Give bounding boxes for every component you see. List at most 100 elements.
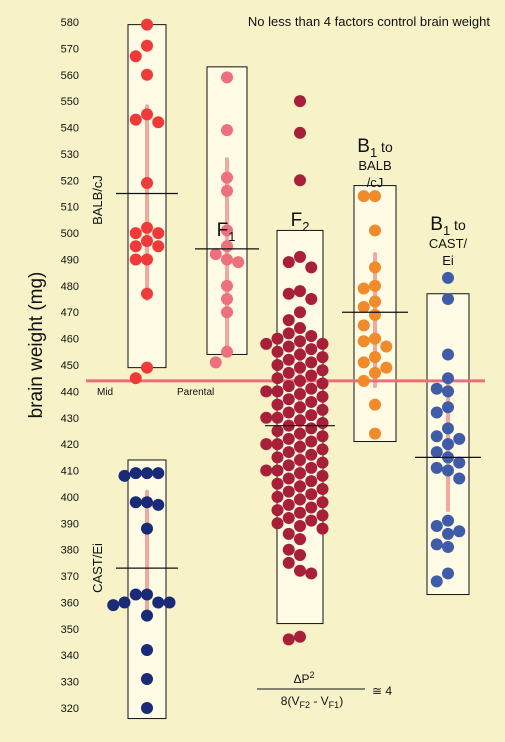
data-point [430,430,443,443]
data-point [305,488,318,501]
data-point [141,588,153,601]
data-point [129,372,142,385]
data-point [430,382,443,395]
data-point [294,564,306,577]
data-point [294,388,306,401]
data-point [282,446,295,459]
data-point [163,596,176,609]
data-point [141,18,153,31]
data-point [369,398,381,411]
data-point [316,351,329,364]
y-tick-label: 330 [61,677,79,689]
data-point [316,509,329,522]
data-point [141,672,153,685]
data-point [316,443,329,456]
data-point [442,464,454,477]
data-point [305,382,318,395]
data-point [232,256,245,269]
data-point [369,261,381,274]
data-point [271,451,284,464]
data-point [305,409,318,422]
data-point [221,306,233,319]
y-tick-label: 420 [61,439,79,451]
formula-den-sub2: F1 [329,700,340,710]
data-point [369,332,381,345]
data-point [305,293,318,306]
data-point [152,240,165,253]
y-tick-label: 570 [61,43,79,55]
group-means [116,192,481,569]
data-point [453,472,466,485]
group-label-line: Ei [442,253,454,268]
heritability-formula: ΔP2 8(VF2 - VF1) ≅ 4 [257,670,392,710]
data-point [305,501,318,514]
data-point [221,279,233,292]
data-point [129,253,142,266]
data-point [294,548,306,561]
data-point [294,361,306,374]
data-point [221,224,233,237]
data-point [129,50,142,63]
data-point [357,374,370,387]
data-point [129,467,142,480]
data-point [282,340,295,353]
data-point [430,538,443,551]
data-point [129,240,142,253]
data-point [430,519,443,532]
y-tick-label: 550 [61,96,79,108]
data-point [316,337,329,350]
data-point [442,385,454,398]
formula-den-mid: - V [310,694,329,708]
group-label-line: /cJ [367,175,384,190]
data-point [282,366,295,379]
data-point [141,234,153,247]
data-point [316,430,329,443]
data-point [357,300,370,313]
data-point [294,126,306,139]
data-point [118,469,131,482]
y-tick-label: 540 [61,123,79,135]
data-point [442,422,454,435]
y-tick-label: 350 [61,624,79,636]
data-point [152,498,165,511]
data-point [260,438,273,451]
y-tick-label: 500 [61,228,79,240]
data-point [294,348,306,361]
data-point [294,250,306,263]
data-point [305,329,318,342]
data-point [294,467,306,480]
data-point [294,414,306,427]
y-tick-label: 390 [61,518,79,530]
data-point [260,464,273,477]
data-point [141,287,153,300]
data-point [271,385,284,398]
data-point [294,374,306,387]
data-point [129,588,142,601]
y-tick-label: 460 [61,334,79,346]
group-label: B1 to [430,214,466,238]
data-point [442,348,454,361]
y-tick-label: 520 [61,175,79,187]
y-tick-label: 360 [61,597,79,609]
data-point [357,356,370,369]
data-point [141,253,153,266]
data-point [282,485,295,498]
data-point [141,609,153,622]
y-tick-label: 450 [61,360,79,372]
group-label-main: F [291,210,303,231]
data-point [282,327,295,340]
data-point [271,398,284,411]
data-point [282,633,295,646]
data-point [118,596,131,609]
data-point [294,453,306,466]
data-point [282,256,295,269]
y-tick-label: 580 [61,17,79,29]
data-point [152,227,165,240]
svg-text:ΔP2: ΔP2 [293,670,314,686]
y-axis-label: brain weight (mg) [26,272,47,419]
y-tick-label: 340 [61,650,79,662]
data-point [141,68,153,81]
